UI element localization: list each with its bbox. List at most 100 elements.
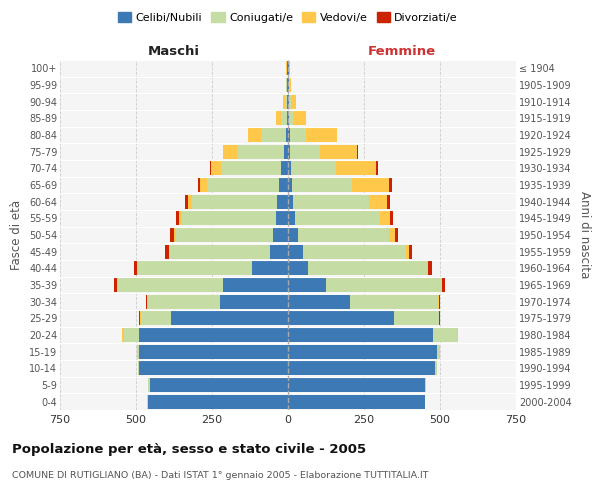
Bar [394,311,439,326]
Bar [288,278,326,292]
Y-axis label: Fasce di età: Fasce di età [10,200,23,270]
Bar [124,328,139,342]
Bar [288,294,350,308]
Bar [236,144,284,159]
Bar [288,62,289,76]
Bar [149,378,288,392]
Bar [288,144,290,159]
Bar [223,278,288,292]
Bar [288,194,293,209]
Bar [284,94,287,109]
Bar [380,211,390,226]
Bar [439,311,440,326]
Bar [288,361,436,376]
Bar [176,228,273,242]
Bar [140,311,171,326]
Bar [211,162,221,175]
Bar [206,178,280,192]
Bar [287,78,288,92]
Bar [439,294,440,308]
Bar [288,244,302,259]
Bar [148,394,288,409]
Text: COMUNE DI RUTIGLIANO (BA) - Dati ISTAT 1° gennaio 2005 - Elaborazione TUTTITALIA: COMUNE DI RUTIGLIANO (BA) - Dati ISTAT 1… [12,471,428,480]
Bar [288,228,298,242]
Bar [287,62,288,76]
Bar [290,128,306,142]
Bar [117,278,118,292]
Bar [287,94,288,109]
Bar [200,178,206,192]
Bar [389,228,395,242]
Bar [270,244,288,259]
Bar [288,311,394,326]
Bar [409,244,412,259]
Bar [288,394,425,409]
Bar [292,178,352,192]
Bar [291,162,336,175]
Bar [291,94,296,109]
Bar [171,311,288,326]
Bar [185,194,188,209]
Bar [283,94,284,109]
Bar [276,211,288,226]
Bar [138,361,139,376]
Bar [308,261,427,276]
Bar [139,344,288,359]
Bar [442,278,445,292]
Bar [179,211,182,226]
Bar [390,211,393,226]
Bar [389,178,392,192]
Bar [406,244,409,259]
Bar [288,178,292,192]
Bar [437,344,439,359]
Bar [166,244,169,259]
Bar [169,244,270,259]
Bar [288,328,433,342]
Bar [114,278,117,292]
Bar [286,128,288,142]
Bar [293,194,369,209]
Bar [137,344,139,359]
Text: Maschi: Maschi [148,44,200,58]
Bar [146,294,147,308]
Text: Femmine: Femmine [368,44,436,58]
Bar [290,78,291,92]
Bar [288,162,291,175]
Bar [118,278,223,292]
Bar [286,78,287,92]
Bar [302,244,406,259]
Bar [350,294,438,308]
Bar [281,112,287,126]
Bar [261,128,286,142]
Bar [147,394,148,409]
Bar [137,261,251,276]
Bar [192,194,277,209]
Bar [139,311,140,326]
Bar [288,378,425,392]
Bar [139,361,288,376]
Bar [295,211,380,226]
Bar [425,378,426,392]
Bar [223,144,236,159]
Bar [289,94,291,109]
Y-axis label: Anni di nascita: Anni di nascita [578,192,591,278]
Bar [176,211,179,226]
Bar [182,211,276,226]
Bar [139,328,288,342]
Bar [147,294,148,308]
Bar [289,112,293,126]
Bar [281,162,288,175]
Bar [326,278,442,292]
Bar [170,228,174,242]
Bar [428,261,432,276]
Bar [134,261,137,276]
Bar [288,211,295,226]
Bar [220,294,288,308]
Bar [276,112,281,126]
Bar [395,228,398,242]
Bar [210,162,211,175]
Bar [174,228,176,242]
Bar [148,294,220,308]
Bar [122,328,124,342]
Bar [273,228,288,242]
